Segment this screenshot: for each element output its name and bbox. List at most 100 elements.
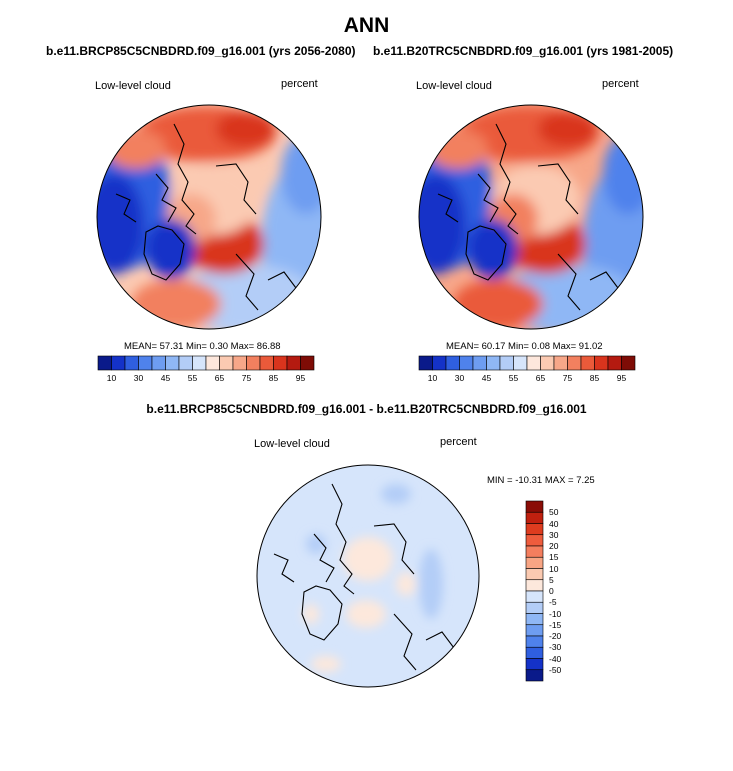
colorbar-tick-label: -10 <box>549 608 562 619</box>
colorbar-swatch <box>300 355 315 371</box>
colorbar-swatch <box>525 635 544 648</box>
colorbar-swatch <box>621 355 636 371</box>
colorbar-swatch <box>607 355 622 371</box>
colorbar-tick-label: 55 <box>508 373 519 383</box>
colorbar-swatch <box>567 355 582 371</box>
colorbar-swatch <box>192 355 207 371</box>
colorbar-swatch <box>219 355 234 371</box>
colorbar-swatch <box>432 355 447 371</box>
colorbar-swatch <box>553 355 568 371</box>
colorbar-swatch <box>525 601 544 614</box>
difference-colorbar <box>525 500 544 682</box>
difference-stats: MIN = -10.31 MAX = 7.25 <box>487 475 595 486</box>
colorbar-swatch <box>178 355 193 371</box>
colorbar-swatch <box>525 511 544 524</box>
colorbar-swatch <box>526 355 541 371</box>
colorbar-swatch <box>459 355 474 371</box>
colorbar-swatch <box>525 658 544 671</box>
colorbar-swatch <box>286 355 301 371</box>
panel1-polar-map <box>96 104 322 330</box>
panel2-stats: MEAN= 60.17 Min= 0.08 Max= 91.02 <box>446 341 603 352</box>
colorbar-swatch <box>525 523 544 536</box>
colorbar-swatch <box>525 669 544 682</box>
colorbar-tick-label: -30 <box>549 642 562 653</box>
colorbar-tick-label: 85 <box>268 373 279 383</box>
colorbar-swatch <box>232 355 247 371</box>
colorbar-swatch <box>525 534 544 547</box>
colorbar-swatch <box>472 355 487 371</box>
panel1-variable-label: Low-level cloud <box>95 80 171 92</box>
colorbar-swatch <box>525 613 544 626</box>
colorbar-tick-label: 30 <box>133 373 144 383</box>
colorbar-swatch <box>525 646 544 659</box>
colorbar-tick-label: 0 <box>549 586 554 596</box>
colorbar-tick-label: 65 <box>214 373 225 383</box>
colorbar-tick-label: 30 <box>549 529 559 540</box>
colorbar-tick-label: 40 <box>549 518 559 529</box>
colorbar-swatch <box>525 579 544 592</box>
colorbar-tick-label: 45 <box>481 373 492 383</box>
colorbar-swatch <box>525 624 544 637</box>
colorbar-tick-label: 15 <box>549 552 559 563</box>
colorbar-tick-label: 5 <box>549 574 554 585</box>
colorbar-tick-label: 30 <box>454 373 465 383</box>
colorbar-tick-label: 75 <box>241 373 252 383</box>
colorbar-tick-label: 75 <box>562 373 573 383</box>
difference-polar-map <box>256 464 480 688</box>
difference-units-label: percent <box>440 436 477 448</box>
colorbar-tick-label: 20 <box>549 541 559 551</box>
colorbar-tick-label: -20 <box>549 631 562 641</box>
panel2-colorbar-labels: 10 30 45 55 65 75 85 95 <box>419 373 635 385</box>
panel1-units-label: percent <box>281 78 318 90</box>
panel2-units-label: percent <box>602 78 639 90</box>
main-title: ANN <box>343 14 390 37</box>
colorbar-swatch <box>525 500 544 513</box>
panel2-variable-label: Low-level cloud <box>416 80 492 92</box>
colorbar-tick-label: -15 <box>549 619 562 630</box>
colorbar-swatch <box>525 545 544 558</box>
colorbar-tick-label: 10 <box>549 563 559 574</box>
colorbar-swatch <box>513 355 528 371</box>
difference-title: b.e11.BRCP85C5CNBDRD.f09_g16.001 - b.e11… <box>146 402 587 416</box>
colorbar-swatch <box>445 355 460 371</box>
colorbar-swatch <box>525 568 544 581</box>
colorbar-tick-label: 55 <box>187 373 198 383</box>
colorbar-swatch <box>97 355 112 371</box>
colorbar-swatch <box>525 556 544 569</box>
panel2-polar-map <box>418 104 644 330</box>
panel1-case-title: b.e11.BRCP85C5CNBDRD.f09_g16.001 (yrs 20… <box>46 44 356 58</box>
colorbar-swatch <box>486 355 501 371</box>
colorbar-swatch <box>205 355 220 371</box>
colorbar-swatch <box>124 355 139 371</box>
colorbar-tick-label: 10 <box>427 373 438 383</box>
colorbar-swatch <box>138 355 153 371</box>
colorbar-swatch <box>246 355 261 371</box>
colorbar-swatch <box>273 355 288 371</box>
panel1-stats: MEAN= 57.31 Min= 0.30 Max= 86.88 <box>124 341 281 352</box>
colorbar-tick-label: 95 <box>295 373 306 383</box>
panel2-case-title: b.e11.B20TRC5CNBDRD.f09_g16.001 (yrs 198… <box>373 44 674 58</box>
colorbar-tick-label: 50 <box>549 507 559 518</box>
panel2-colorbar <box>418 355 636 371</box>
colorbar-swatch <box>111 355 126 371</box>
panel1-colorbar-labels: 10 30 45 55 65 75 85 95 <box>98 373 314 385</box>
colorbar-tick-label: 65 <box>535 373 546 383</box>
colorbar-swatch <box>259 355 274 371</box>
panel1-colorbar <box>97 355 315 371</box>
colorbar-swatch <box>499 355 514 371</box>
colorbar-swatch <box>594 355 609 371</box>
colorbar-tick-label: 95 <box>616 373 627 383</box>
colorbar-tick-label: 85 <box>589 373 600 383</box>
colorbar-tick-label: 10 <box>106 373 117 383</box>
colorbar-swatch <box>151 355 166 371</box>
colorbar-swatch <box>540 355 555 371</box>
colorbar-tick-label: -5 <box>549 597 557 608</box>
colorbar-swatch <box>418 355 433 371</box>
colorbar-swatch <box>525 590 544 603</box>
difference-colorbar-labels: 50 40 30 20 15 10 5 0 -5 -10 -15 -20 -30… <box>549 501 579 681</box>
colorbar-swatch <box>580 355 595 371</box>
difference-variable-label: Low-level cloud <box>254 438 330 450</box>
colorbar-tick-label: 45 <box>160 373 171 383</box>
colorbar-tick-label: -40 <box>549 653 562 664</box>
colorbar-swatch <box>165 355 180 371</box>
